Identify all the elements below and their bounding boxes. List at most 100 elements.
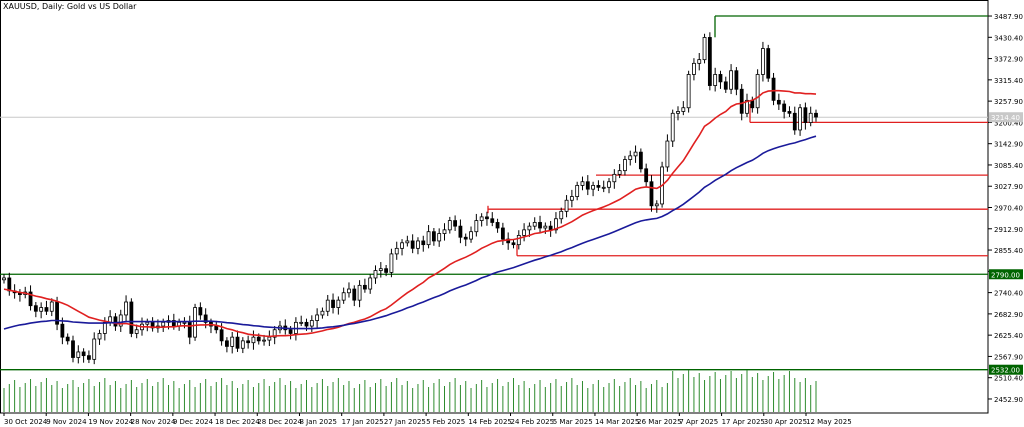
candle-body [761, 48, 765, 75]
candle-body [516, 234, 521, 246]
candle-body [134, 329, 139, 334]
candle-body [39, 307, 44, 312]
candle-body [71, 340, 75, 358]
candle-body [362, 284, 367, 290]
candle-body [240, 340, 245, 349]
x-tick-label: 9 Dec 2024 [173, 418, 214, 426]
candle-body [782, 103, 787, 112]
y-tick-label: 3315.40 [994, 77, 1023, 85]
candle-body [771, 77, 776, 101]
candle-body [320, 310, 325, 316]
candle-body [102, 321, 107, 334]
x-tick-label: 5 Mar 2025 [553, 418, 593, 426]
candle-body [92, 338, 97, 360]
candle-body [113, 316, 118, 327]
y-tick-label: 2510.40 [994, 375, 1023, 383]
candle-body [309, 320, 314, 327]
y-tick-label: 3430.40 [994, 34, 1023, 42]
level-label: 2532.00 [991, 367, 1020, 375]
candle-body [474, 220, 479, 233]
x-tick-label: 17 Apr 2025 [722, 418, 765, 426]
x-tick-label: 9 Nov 2024 [46, 418, 87, 426]
candle-body [341, 292, 346, 301]
candle-body [389, 253, 394, 273]
candle-body [538, 222, 542, 229]
x-tick-label: 17 Jan 2025 [342, 418, 384, 426]
candle-body [729, 70, 733, 90]
y-tick-label: 3142.90 [994, 141, 1023, 149]
x-tick-label: 18 Dec 2024 [215, 418, 260, 426]
candle-body [118, 314, 123, 327]
candle-body [469, 231, 473, 240]
candle-body [564, 199, 569, 212]
x-tick-label: 26 Mar 2025 [637, 418, 681, 426]
candle-body [299, 321, 304, 324]
candle-body [511, 242, 516, 246]
candle-body [2, 277, 6, 281]
candle-body [267, 336, 272, 341]
ma-line-2 [3, 135, 817, 330]
candle-body [336, 299, 341, 308]
candle-body [219, 329, 224, 342]
y-tick-label: 3487.90 [994, 13, 1023, 21]
candle-body [500, 227, 505, 240]
candle-body [7, 277, 12, 292]
candle-body [575, 185, 580, 197]
candle-body [421, 240, 426, 246]
candle-body [225, 340, 229, 347]
candle-body [750, 99, 755, 109]
candle-body [490, 218, 495, 223]
candle-body [437, 233, 442, 242]
ma-line-1 [3, 89, 817, 338]
candle-body [543, 225, 548, 229]
candle-body [681, 107, 686, 112]
x-tick-label: 8 Jan 2025 [299, 418, 337, 426]
x-tick-label: 24 Feb 2025 [511, 418, 555, 426]
candle-body [601, 186, 606, 189]
candle-body [723, 81, 728, 90]
candle-body [692, 62, 696, 75]
candle-body [638, 151, 643, 170]
candle-body [585, 181, 590, 190]
candle-body [60, 323, 65, 338]
x-tick-label: 12 May 2025 [806, 418, 852, 426]
candle-body [548, 225, 553, 231]
candle-body [686, 74, 691, 109]
candle-body [665, 140, 670, 168]
candle-body [272, 329, 277, 338]
x-tick-label: 28 Dec 2024 [257, 418, 302, 426]
candle-body [129, 301, 134, 334]
candle-body [569, 196, 574, 201]
y-tick-label: 2970.40 [994, 205, 1023, 213]
candle-body [654, 203, 659, 207]
candle-body [256, 336, 261, 342]
candle-body [458, 225, 463, 238]
candle-body [251, 336, 256, 344]
candle-body [347, 288, 351, 294]
candle-body [798, 107, 802, 131]
candle-body [161, 321, 166, 327]
candle-body [776, 99, 781, 105]
candle-body [718, 74, 723, 83]
level-tag [989, 364, 1023, 375]
candle-body [495, 222, 500, 229]
candle-body [198, 307, 203, 316]
candle-body [235, 336, 240, 349]
candle-body [814, 112, 818, 118]
candle-body [479, 216, 484, 221]
y-tick-label: 2567.90 [994, 353, 1023, 361]
candle-body [447, 220, 452, 231]
level-label: 2790.00 [991, 271, 1020, 279]
candle-body [670, 112, 675, 142]
candle-body [28, 291, 33, 307]
x-tick-label: 30 Apr 2025 [764, 418, 807, 426]
candle-body [124, 301, 128, 316]
candle-body [644, 168, 649, 183]
candle-body [707, 37, 712, 86]
y-tick-label: 3085.40 [994, 162, 1023, 170]
candle-body [803, 107, 808, 123]
y-tick-label: 3200.40 [994, 119, 1023, 127]
candle-body [331, 299, 335, 308]
candle-body [203, 314, 208, 323]
